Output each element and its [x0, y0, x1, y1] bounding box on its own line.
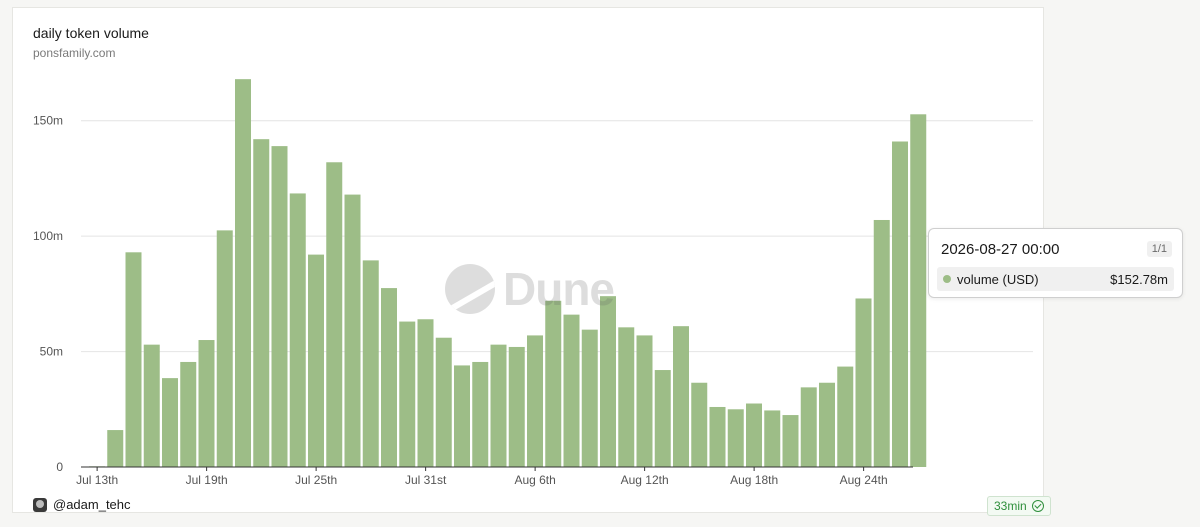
bar[interactable]: [581, 329, 598, 467]
chart-subtitle: ponsfamily.com: [33, 46, 116, 60]
bar[interactable]: [600, 296, 616, 467]
bar[interactable]: [709, 406, 726, 467]
bar[interactable]: [308, 254, 324, 467]
bar[interactable]: [691, 382, 708, 467]
bar[interactable]: [746, 403, 762, 467]
bar[interactable]: [472, 361, 489, 467]
bars: [89, 79, 927, 468]
x-tick-label: Aug 12th: [621, 473, 669, 487]
y-tick-label: 150m: [33, 114, 63, 128]
avatar: [33, 497, 47, 512]
bar[interactable]: [490, 344, 507, 467]
bar[interactable]: [654, 370, 671, 467]
bar[interactable]: [727, 409, 744, 467]
bar[interactable]: [216, 230, 233, 467]
x-tick-label: Jul 19th: [186, 473, 228, 487]
bar[interactable]: [435, 337, 452, 467]
freshness-label: 33min: [994, 499, 1027, 513]
tooltip-count: 1/1: [1146, 241, 1172, 257]
bar[interactable]: [800, 387, 817, 467]
bar[interactable]: [344, 194, 361, 468]
bar[interactable]: [198, 340, 215, 467]
bar[interactable]: [399, 321, 416, 467]
x-tick-label: Aug 6th: [514, 473, 555, 487]
bar[interactable]: [873, 219, 890, 467]
bar[interactable]: [125, 252, 142, 467]
bar[interactable]: [892, 141, 908, 467]
bar[interactable]: [636, 335, 653, 467]
bar[interactable]: [782, 415, 799, 467]
bar[interactable]: [673, 326, 689, 467]
author[interactable]: @adam_tehc: [33, 497, 131, 512]
bar[interactable]: [417, 319, 434, 467]
tooltip-value: $152.78m: [1110, 271, 1168, 287]
bar[interactable]: [819, 382, 835, 467]
bar[interactable]: [527, 335, 543, 467]
y-tick-label: 100m: [33, 229, 63, 243]
x-tick-label: Jul 25th: [295, 473, 337, 487]
bar[interactable]: [855, 298, 872, 467]
series-color-dot: [943, 275, 951, 283]
bar-chart[interactable]: 0 50m 100m 150m Jul 13th Jul 19th Jul 25th Jul …: [13, 8, 1045, 514]
bar[interactable]: [180, 361, 197, 467]
chart-card: daily token volume ponsfamily.com 0 50m 10…: [12, 7, 1051, 516]
freshness-badge[interactable]: 33min: [987, 496, 1051, 516]
bar[interactable]: [837, 366, 854, 467]
y-tick-label: 0: [56, 460, 63, 474]
x-tick-label: Jul 13th: [76, 473, 118, 487]
bar[interactable]: [162, 378, 178, 467]
axes: 0 50m 100m 150m Jul 13th Jul 19th Jul 25th Jul …: [33, 114, 913, 487]
bar[interactable]: [910, 114, 927, 468]
chart-title: daily token volume: [33, 25, 149, 41]
bar[interactable]: [508, 346, 525, 467]
bar[interactable]: [271, 146, 288, 467]
bar[interactable]: [143, 344, 160, 467]
bar[interactable]: [454, 365, 470, 467]
bar[interactable]: [545, 300, 562, 467]
bar[interactable]: [381, 288, 397, 467]
bar[interactable]: [253, 139, 270, 467]
bar[interactable]: [764, 410, 781, 467]
author-handle: @adam_tehc: [53, 497, 131, 512]
tooltip-row: volume (USD) $152.78m: [937, 267, 1174, 291]
bar[interactable]: [362, 260, 379, 467]
tooltip-series-label: volume (USD): [957, 271, 1039, 287]
chart-tooltip: 2026-08-27 00:00 1/1 volume (USD) $152.7…: [928, 228, 1183, 298]
bar[interactable]: [563, 314, 580, 467]
x-tick-label: Aug 24th: [840, 473, 888, 487]
tooltip-date: 2026-08-27 00:00: [941, 241, 1060, 258]
bar[interactable]: [618, 327, 635, 467]
x-tick-label: Aug 18th: [730, 473, 778, 487]
bar[interactable]: [235, 79, 251, 467]
bar[interactable]: [107, 430, 124, 467]
bar[interactable]: [289, 193, 306, 468]
y-tick-label: 50m: [40, 345, 63, 359]
check-circle-icon: [1031, 500, 1044, 512]
x-tick-label: Jul 31st: [405, 473, 447, 487]
bar[interactable]: [326, 162, 343, 468]
